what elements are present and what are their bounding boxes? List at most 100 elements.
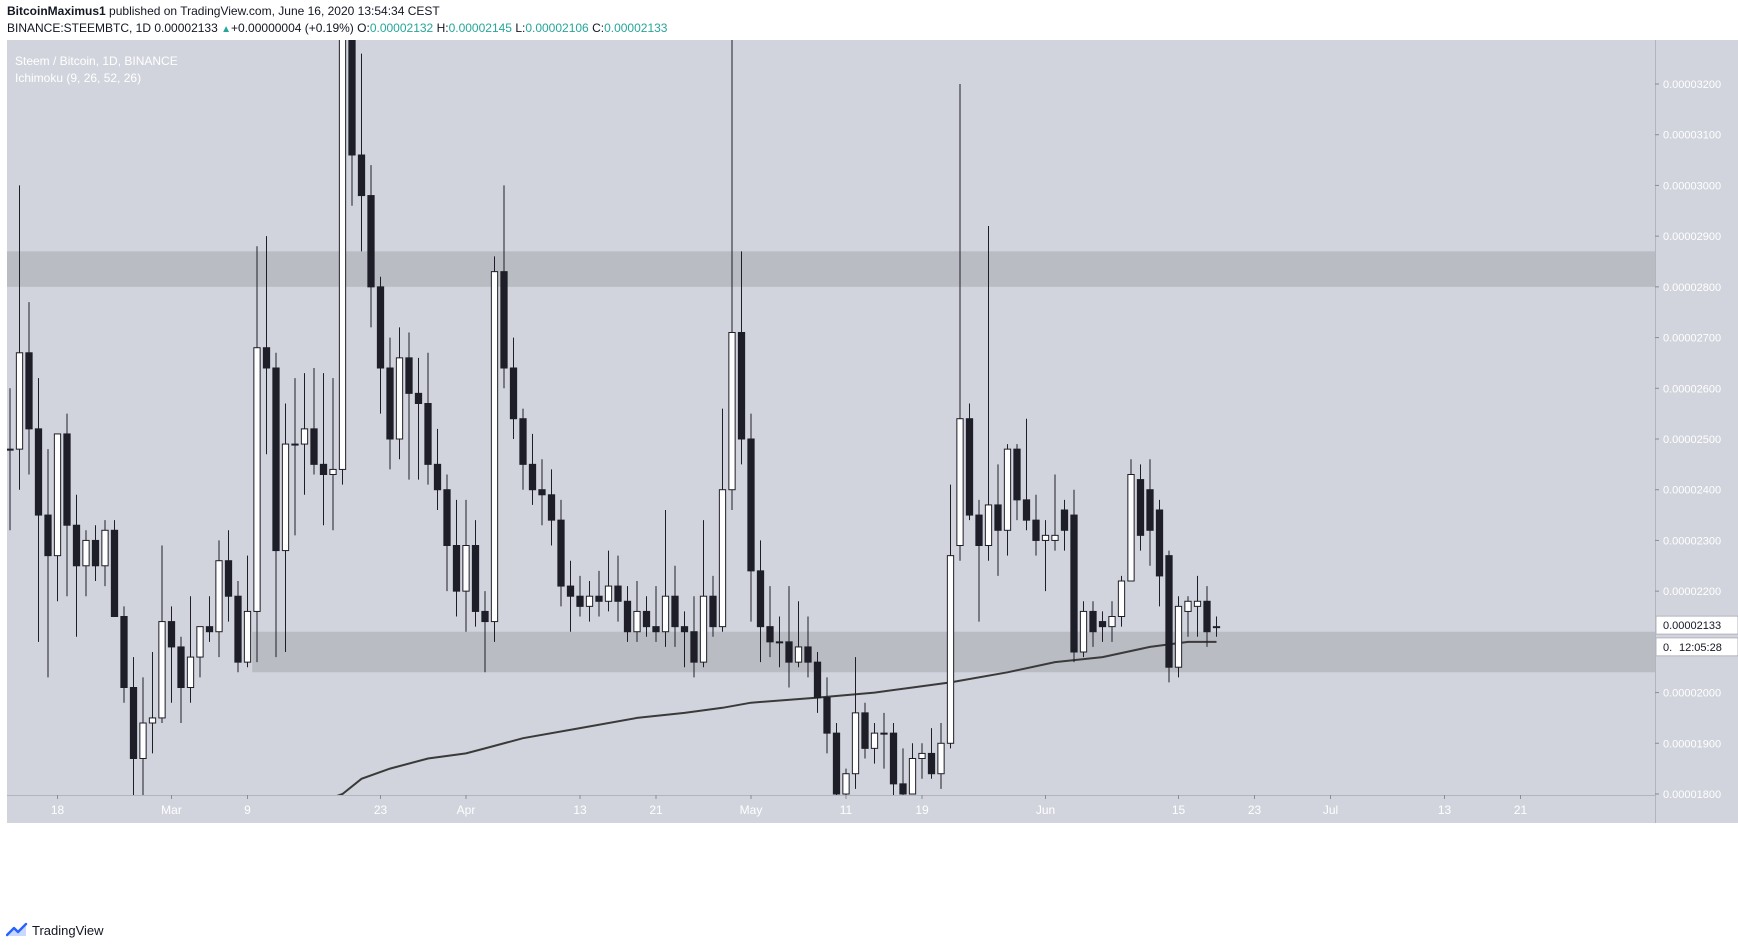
candle[interactable] (291, 378, 299, 536)
candle[interactable] (91, 525, 100, 581)
author-name[interactable]: BitcoinMaximus1 (7, 4, 106, 18)
candle[interactable] (414, 357, 423, 480)
candle[interactable] (519, 408, 527, 490)
candle[interactable] (500, 185, 508, 389)
candle[interactable] (215, 540, 223, 658)
candle[interactable] (804, 616, 812, 678)
candle[interactable] (329, 378, 337, 531)
candle[interactable] (614, 555, 622, 622)
price-chart[interactable]: 0.00001800 0.00001900 0.00002000 0.00002200… (0, 0, 1738, 920)
candle[interactable] (129, 657, 138, 804)
candle[interactable] (205, 596, 214, 642)
candle[interactable] (72, 494, 81, 637)
candle[interactable] (566, 560, 575, 632)
candle[interactable] (1098, 611, 1107, 642)
x-axis-area[interactable] (7, 795, 1655, 823)
candle[interactable] (424, 352, 432, 485)
candle[interactable] (766, 586, 774, 658)
candle[interactable] (338, 0, 347, 485)
candle[interactable] (44, 449, 52, 678)
candle[interactable] (975, 499, 983, 622)
candle[interactable] (272, 352, 280, 658)
candle[interactable] (718, 408, 727, 632)
candle[interactable] (319, 373, 328, 526)
candle[interactable] (348, 0, 356, 206)
candle[interactable] (1136, 464, 1145, 551)
candle[interactable] (452, 499, 461, 617)
candle[interactable] (120, 606, 128, 703)
candle[interactable] (994, 464, 1002, 576)
candle[interactable] (63, 413, 71, 597)
candle[interactable] (832, 723, 841, 799)
candle[interactable] (661, 510, 670, 647)
candle[interactable] (395, 327, 404, 460)
tradingview-brand[interactable]: TradingView (32, 922, 104, 938)
candle[interactable] (946, 484, 955, 749)
candle[interactable] (547, 469, 556, 546)
candle[interactable] (1060, 499, 1069, 551)
candle[interactable] (357, 53, 366, 252)
candle[interactable] (1032, 494, 1040, 556)
candle[interactable] (1127, 459, 1135, 582)
ichimoku-line[interactable] (248, 640, 1217, 820)
candle[interactable] (110, 520, 119, 617)
candle[interactable] (1184, 596, 1192, 637)
candle[interactable] (490, 256, 499, 642)
candle[interactable] (443, 474, 451, 592)
candle[interactable] (623, 586, 632, 642)
candle[interactable] (177, 636, 185, 723)
candle[interactable] (462, 499, 470, 632)
candle[interactable] (604, 550, 613, 612)
candle[interactable] (1108, 601, 1116, 642)
candle[interactable] (148, 652, 157, 754)
candle[interactable] (538, 459, 546, 526)
candle[interactable] (728, 0, 736, 510)
candle[interactable] (53, 433, 62, 602)
candle[interactable] (376, 276, 385, 414)
candle[interactable] (139, 677, 147, 804)
candle[interactable] (367, 165, 375, 328)
candle[interactable] (1022, 418, 1031, 531)
candle[interactable] (1155, 499, 1164, 607)
candle[interactable] (709, 575, 717, 637)
candle[interactable] (310, 368, 318, 475)
candle[interactable] (1051, 474, 1059, 551)
candle[interactable] (186, 596, 195, 703)
candle[interactable] (785, 586, 793, 688)
candle[interactable] (1003, 444, 1012, 556)
candle[interactable] (984, 226, 993, 561)
candle[interactable] (861, 702, 869, 759)
candle[interactable] (262, 236, 271, 455)
candle[interactable] (690, 596, 698, 678)
candle[interactable] (851, 657, 860, 789)
candle[interactable] (595, 570, 603, 617)
candle[interactable] (823, 677, 831, 754)
candle[interactable] (889, 723, 898, 799)
candle[interactable] (1117, 575, 1126, 627)
candle[interactable] (927, 728, 936, 779)
candle[interactable] (243, 555, 252, 668)
candle[interactable] (965, 403, 974, 521)
candle[interactable] (509, 337, 518, 439)
candle[interactable] (1193, 575, 1202, 637)
candle[interactable] (794, 601, 803, 668)
candle[interactable] (471, 520, 480, 627)
candle[interactable] (1203, 586, 1211, 647)
candle[interactable] (386, 337, 394, 470)
candle[interactable] (908, 743, 917, 795)
candle[interactable] (899, 748, 907, 799)
candle[interactable] (756, 540, 765, 663)
candle[interactable] (633, 581, 641, 642)
candle[interactable] (775, 616, 784, 668)
candle[interactable] (158, 545, 166, 724)
candle[interactable] (234, 581, 242, 673)
candle[interactable] (642, 596, 651, 637)
candle[interactable] (557, 499, 565, 607)
candle[interactable] (300, 373, 309, 495)
candle[interactable] (956, 84, 964, 561)
indicator-label[interactable]: Ichimoku (9, 26, 52, 26) (15, 71, 141, 85)
candle[interactable] (34, 378, 43, 642)
candle[interactable] (652, 586, 660, 642)
candle[interactable] (1174, 596, 1183, 678)
candle[interactable] (585, 581, 594, 622)
